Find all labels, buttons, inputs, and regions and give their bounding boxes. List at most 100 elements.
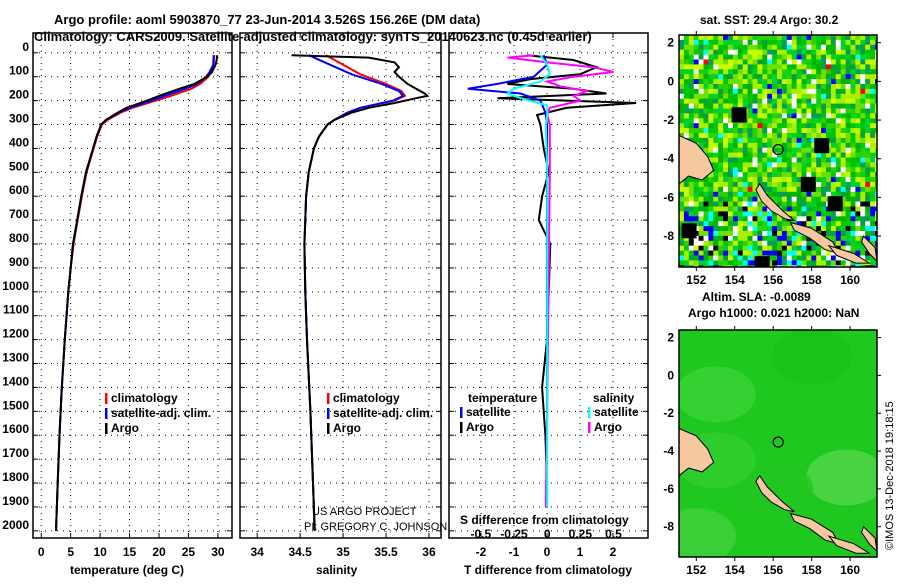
sst-cell <box>693 79 699 85</box>
sst-cell <box>728 74 734 80</box>
sst-cell <box>752 196 758 202</box>
sst-cell <box>767 98 773 104</box>
sst-cell <box>816 201 822 207</box>
lat-tick-label: -6 <box>663 482 674 496</box>
sst-cell <box>703 196 709 202</box>
sst-cell <box>860 103 866 109</box>
sst-cell <box>708 59 714 65</box>
sst-cell <box>850 133 856 139</box>
sst-cell <box>747 157 753 163</box>
sst-cell <box>845 211 851 217</box>
sst-cell <box>698 206 704 212</box>
sst-cell <box>830 250 837 256</box>
sst-cell <box>718 172 724 178</box>
sst-cell <box>786 98 792 104</box>
sst-cell <box>723 137 729 144</box>
sst-cell <box>816 49 822 55</box>
credit-project: US ARGO PROJECT <box>312 506 417 518</box>
sst-cell <box>840 211 846 217</box>
sst-cell <box>718 69 724 75</box>
sst-cell <box>840 172 846 178</box>
sst-cell <box>791 113 797 119</box>
sla-anomaly-blob <box>679 508 737 557</box>
sst-cell <box>786 69 792 75</box>
sst-cell <box>723 177 729 183</box>
sst-cell <box>718 128 724 134</box>
sst-cell <box>801 137 807 144</box>
sst-cell <box>772 182 778 188</box>
sst-cell <box>723 235 729 242</box>
sst-cell <box>679 201 685 207</box>
sst-cell <box>772 147 778 153</box>
sst-cell <box>737 84 743 90</box>
sst-cell <box>688 59 694 65</box>
sst-cell <box>826 133 832 139</box>
sst-cell <box>870 235 876 242</box>
sst-cell <box>752 245 758 251</box>
sst-cell <box>747 113 753 119</box>
sst-cell <box>698 235 704 242</box>
sst-cell <box>850 49 856 55</box>
sst-cell <box>860 172 866 178</box>
sst-cell <box>767 162 773 168</box>
sst-cell <box>855 88 861 95</box>
sst-cell <box>708 103 714 109</box>
sst-cell <box>742 79 748 85</box>
sst-cell <box>791 172 797 178</box>
lon-tick-label: 158 <box>802 563 822 577</box>
sst-cell <box>811 260 817 266</box>
sst-cell <box>683 74 690 80</box>
sst-cell <box>703 191 709 197</box>
sst-cell <box>801 142 807 148</box>
sst-cell <box>752 201 758 207</box>
sst-cell <box>723 152 729 158</box>
x-tick-label: 36 <box>422 545 436 559</box>
sst-cell <box>801 35 807 41</box>
sst-cell <box>708 137 714 144</box>
sst-cell <box>786 108 792 114</box>
sst-cell <box>723 201 729 207</box>
sst-cell <box>845 167 851 173</box>
sst-cell <box>816 118 822 124</box>
sst-cell <box>796 186 802 193</box>
sst-cell <box>865 231 871 237</box>
sst-cell <box>742 157 748 163</box>
sst-cell <box>777 84 783 90</box>
sst-cell <box>821 177 827 183</box>
sst-cell <box>757 69 763 75</box>
sst-cell <box>811 142 817 148</box>
sst-cell <box>835 177 841 183</box>
sst-cell <box>762 245 768 251</box>
sst-cell <box>752 88 758 95</box>
sst-cell <box>718 84 724 90</box>
sst-cell <box>679 93 685 99</box>
sst-cell <box>791 88 797 95</box>
sst-cell <box>781 182 788 188</box>
sst-cell <box>855 172 861 178</box>
sst-cell <box>723 113 729 119</box>
sst-cell <box>737 206 743 212</box>
sst-cell <box>742 191 748 197</box>
sst-cell <box>801 196 807 202</box>
sst-cell <box>786 182 792 188</box>
sst-cell <box>840 235 846 242</box>
sst-cell <box>718 108 724 114</box>
sst-cell <box>708 231 714 237</box>
sst-cell <box>796 64 802 70</box>
sst-cell <box>762 142 768 148</box>
sst-cell <box>781 226 788 232</box>
sst-cell <box>791 44 797 50</box>
sst-cell <box>830 84 837 90</box>
sst-cell <box>679 191 685 197</box>
sst-cell <box>777 250 783 256</box>
sst-cell <box>791 201 797 207</box>
sst-cell <box>870 157 876 163</box>
sst-cell <box>826 79 832 85</box>
y-tick-label: 1300 <box>2 351 29 365</box>
sst-cell <box>840 44 846 50</box>
sst-cell <box>855 235 861 242</box>
sst-cell <box>860 108 866 114</box>
sst-cell <box>703 226 709 232</box>
sst-cell <box>772 54 778 60</box>
sst-cell <box>777 108 783 114</box>
